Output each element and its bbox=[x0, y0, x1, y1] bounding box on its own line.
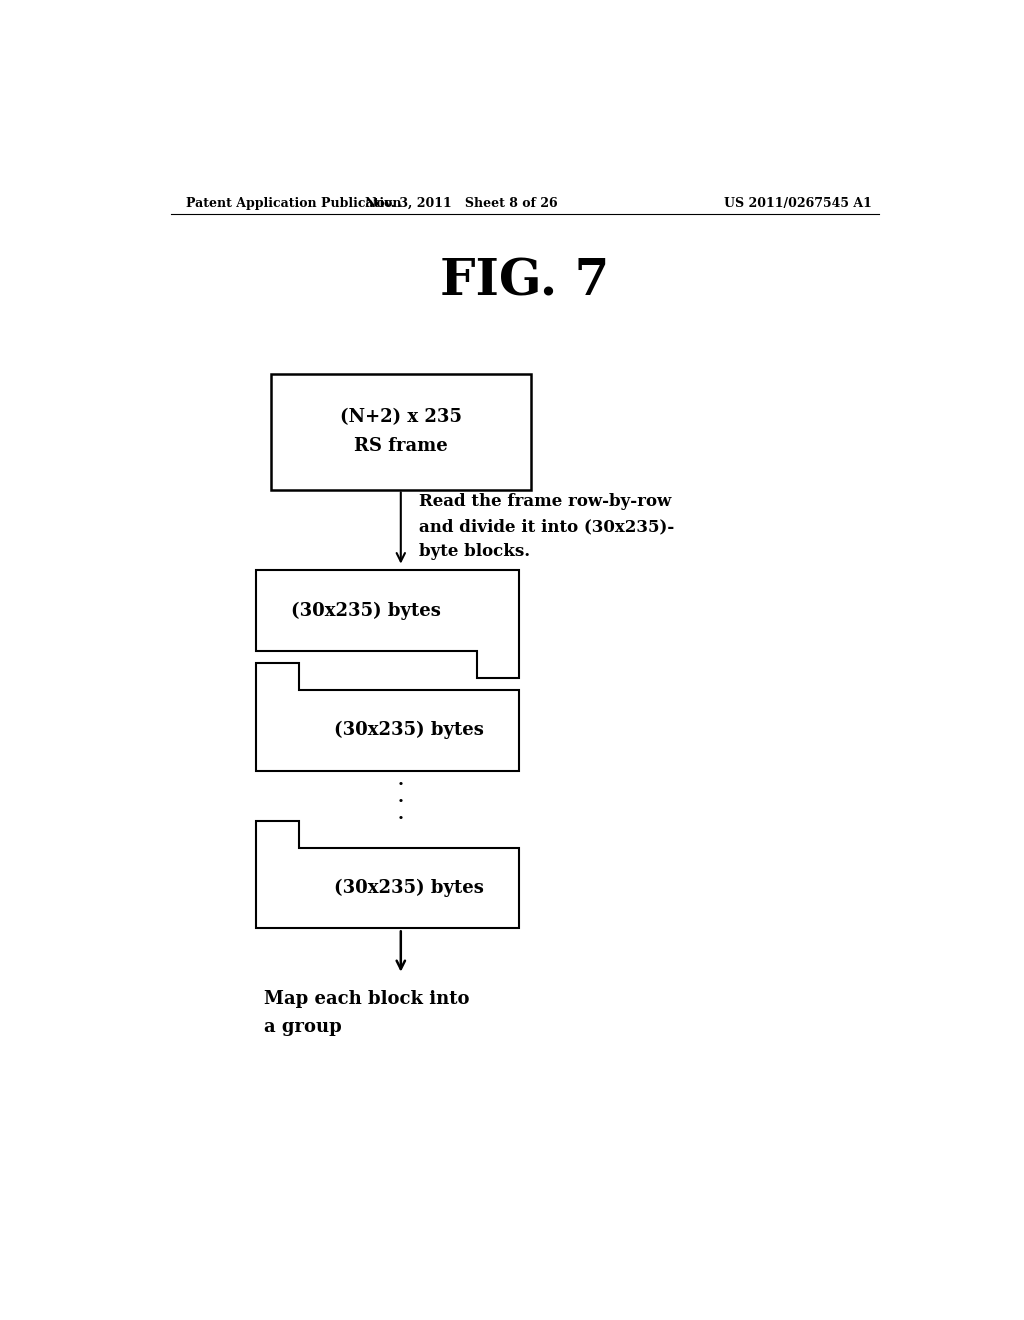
Text: FIG. 7: FIG. 7 bbox=[440, 257, 609, 306]
Text: ·: · bbox=[397, 775, 404, 797]
Text: Nov. 3, 2011   Sheet 8 of 26: Nov. 3, 2011 Sheet 8 of 26 bbox=[365, 197, 557, 210]
Bar bbox=[271, 374, 531, 490]
Text: Map each block into
a group: Map each block into a group bbox=[263, 990, 469, 1036]
Text: ·: · bbox=[397, 792, 404, 814]
Text: Read the frame row-by-row
and divide it into (30x235)-
byte blocks.: Read the frame row-by-row and divide it … bbox=[419, 494, 674, 560]
Text: ·: · bbox=[397, 808, 404, 832]
Polygon shape bbox=[256, 821, 519, 928]
Text: Patent Application Publication: Patent Application Publication bbox=[186, 197, 401, 210]
Text: (30x235) bytes: (30x235) bytes bbox=[334, 879, 484, 898]
Text: US 2011/0267545 A1: US 2011/0267545 A1 bbox=[724, 197, 872, 210]
Polygon shape bbox=[256, 570, 519, 678]
Text: (N+2) x 235
RS frame: (N+2) x 235 RS frame bbox=[340, 408, 462, 455]
Polygon shape bbox=[256, 663, 519, 771]
Text: (30x235) bytes: (30x235) bytes bbox=[334, 721, 484, 739]
Text: (30x235) bytes: (30x235) bytes bbox=[292, 602, 441, 620]
